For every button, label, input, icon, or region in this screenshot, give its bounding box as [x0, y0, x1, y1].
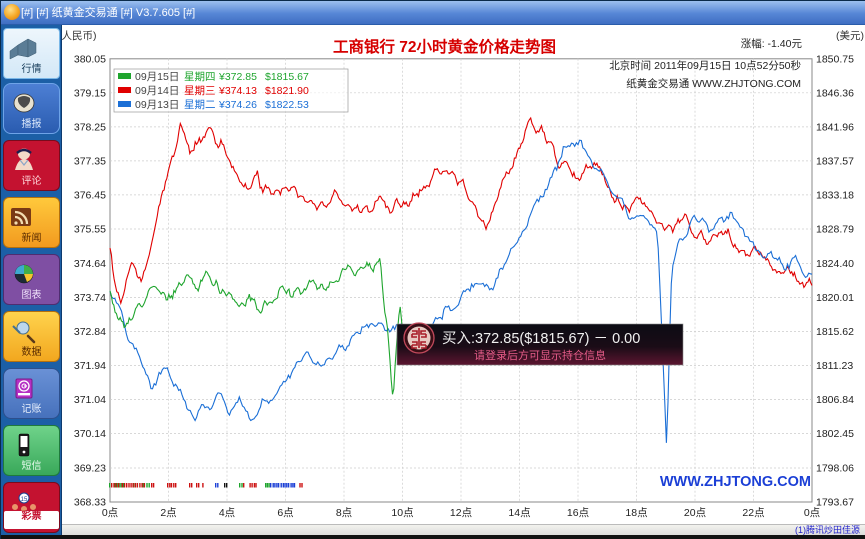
svg-text:涨幅: -1.40元: 涨幅: -1.40元	[741, 37, 803, 50]
svg-text:买入:372.85($1815.67) － 0.00: 买入:372.85($1815.67) － 0.00	[442, 330, 640, 347]
svg-text:369.23: 369.23	[74, 463, 106, 475]
svg-text:1824.40: 1824.40	[816, 258, 854, 270]
svg-text:1850.75: 1850.75	[816, 53, 854, 65]
svg-text:1802.45: 1802.45	[816, 428, 854, 440]
svg-text:(美元): (美元)	[836, 29, 864, 42]
svg-text:¥374.13: ¥374.13	[218, 85, 257, 97]
svg-text:22点: 22点	[742, 507, 764, 519]
svg-text:$1821.90: $1821.90	[265, 85, 309, 97]
svg-text:18点: 18点	[625, 507, 647, 519]
svg-text:1846.36: 1846.36	[816, 87, 854, 99]
svg-text:373.74: 373.74	[74, 292, 106, 304]
svg-text:8点: 8点	[336, 507, 352, 519]
svg-text:1833.18: 1833.18	[816, 189, 854, 201]
svg-text:16点: 16点	[567, 507, 589, 519]
svg-text:0点: 0点	[102, 507, 118, 519]
svg-text:2点: 2点	[160, 507, 176, 519]
svg-text:376.45: 376.45	[74, 189, 106, 201]
svg-text:星期三: 星期三	[184, 85, 216, 97]
svg-text:$1822.53: $1822.53	[265, 99, 309, 111]
svg-text:371.94: 371.94	[74, 360, 106, 372]
svg-text:1815.62: 1815.62	[816, 326, 854, 338]
svg-text:¥372.85: ¥372.85	[218, 71, 257, 83]
svg-text:请登录后方可显示持仓信息: 请登录后方可显示持仓信息	[474, 348, 606, 362]
svg-text:12点: 12点	[450, 507, 472, 519]
svg-text:09月13日: 09月13日	[135, 99, 179, 111]
svg-text:(人民币): (人民币)	[62, 30, 97, 42]
svg-text:10点: 10点	[391, 507, 413, 519]
svg-text:380.05: 380.05	[74, 53, 106, 65]
svg-text:4点: 4点	[219, 507, 235, 519]
svg-text:370.14: 370.14	[74, 428, 106, 440]
svg-text:星期四: 星期四	[184, 71, 216, 83]
svg-text:1837.57: 1837.57	[816, 155, 854, 167]
svg-text:北京时间 2011年09月15日 10点52分50秒: 北京时间 2011年09月15日 10点52分50秒	[609, 59, 801, 72]
svg-text:工商银行 72小时黄金价格走势图: 工商银行 72小时黄金价格走势图	[333, 37, 556, 56]
svg-text:378.25: 378.25	[74, 121, 106, 133]
svg-text:纸黄金交易通 WWW.ZHJTONG.COM: 纸黄金交易通 WWW.ZHJTONG.COM	[626, 77, 801, 90]
svg-text:1806.84: 1806.84	[816, 394, 854, 406]
svg-text:374.64: 374.64	[74, 258, 106, 270]
svg-text:20点: 20点	[684, 507, 706, 519]
svg-text:6点: 6点	[277, 507, 293, 519]
svg-text:1841.96: 1841.96	[816, 121, 854, 133]
svg-text:0点: 0点	[804, 507, 820, 519]
svg-text:¥374.26: ¥374.26	[218, 99, 257, 111]
svg-text:375.55: 375.55	[74, 224, 106, 236]
svg-text:377.35: 377.35	[74, 155, 106, 167]
svg-text:379.15: 379.15	[74, 87, 106, 99]
svg-text:15: 15	[21, 497, 28, 503]
svg-text:14点: 14点	[508, 507, 530, 519]
svg-text:星期二: 星期二	[184, 99, 216, 111]
svg-text:09月14日: 09月14日	[135, 85, 179, 97]
svg-text:1793.67: 1793.67	[816, 497, 854, 509]
svg-text:1828.79: 1828.79	[816, 224, 854, 236]
svg-text:$1815.67: $1815.67	[265, 71, 309, 83]
svg-text:372.84: 372.84	[74, 326, 106, 338]
svg-text:1798.06: 1798.06	[816, 463, 854, 475]
svg-text:WWW.ZHJTONG.COM: WWW.ZHJTONG.COM	[660, 474, 811, 490]
svg-text:1820.01: 1820.01	[816, 292, 854, 304]
svg-text:1811.23: 1811.23	[816, 360, 853, 372]
svg-text:09月15日: 09月15日	[135, 71, 179, 83]
svg-text:371.04: 371.04	[74, 394, 106, 406]
